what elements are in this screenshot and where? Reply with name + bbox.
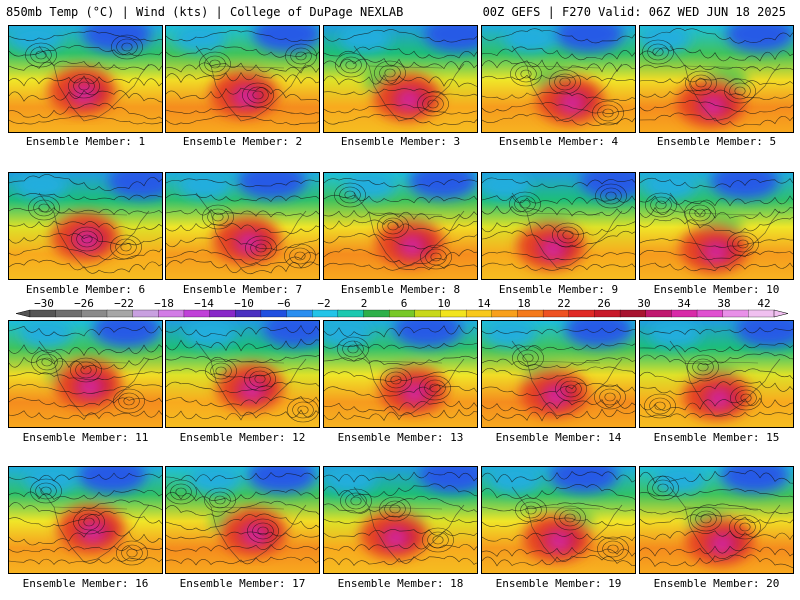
- ensemble-member-label: Ensemble Member: 17: [179, 577, 306, 590]
- map-title: 850mb Temp (°C) | Wind (kts) | College o…: [6, 5, 404, 19]
- colorbar-swatch: [619, 309, 647, 318]
- ensemble-member-label: Ensemble Member: 19: [495, 577, 622, 590]
- colorbar-tick-label: 38: [717, 297, 730, 310]
- ensemble-member-label: Ensemble Member: 10: [653, 283, 780, 296]
- ensemble-member-map: [8, 25, 163, 133]
- colorbar-swatch: [696, 309, 724, 318]
- colorbar-swatch: [568, 309, 596, 318]
- ensemble-member-label: Ensemble Member: 8: [340, 283, 461, 296]
- colorbar-tick-label: 42: [757, 297, 770, 310]
- ensemble-member-map: [323, 320, 478, 428]
- ensemble-member-label: Ensemble Member: 20: [653, 577, 780, 590]
- colorbar-swatch: [517, 309, 544, 318]
- colorbar-swatch: [106, 309, 134, 318]
- ensemble-member-label: Ensemble Member: 13: [337, 431, 464, 444]
- colorbar-swatch: [81, 309, 108, 318]
- ensemble-member-label: Ensemble Member: 7: [182, 283, 303, 296]
- temperature-colorbar: −30 −26 −22 −18 −14 −10 −6 −2 2 6 10 14 18 22 26 30 34 38…: [15, 297, 789, 318]
- colorbar-swatch: [645, 309, 673, 318]
- colorbar-swatch: [363, 309, 390, 318]
- ensemble-member-map: [481, 466, 636, 574]
- colorbar-swatch: [594, 309, 621, 318]
- colorbar-swatch: [465, 309, 493, 318]
- ensemble-member-label: Ensemble Member: 9: [498, 283, 619, 296]
- ensemble-member-label: Ensemble Member: 14: [495, 431, 622, 444]
- colorbar-swatch: [312, 309, 339, 318]
- colorbar-right-arrow: [773, 309, 789, 318]
- colorbar-tick-label: 26: [597, 297, 610, 310]
- ensemble-member-label: Ensemble Member: 12: [179, 431, 306, 444]
- ensemble-member-map: [323, 25, 478, 133]
- colorbar-tick-label: 14: [477, 297, 491, 310]
- ensemble-member-label: Ensemble Member: 1: [25, 135, 146, 148]
- ensemble-member-label: Ensemble Member: 11: [22, 431, 149, 444]
- colorbar-tick-label: 22: [557, 297, 570, 310]
- colorbar-swatch: [337, 309, 365, 318]
- colorbar-swatch: [440, 309, 467, 318]
- colorbar-swatch: [722, 309, 749, 318]
- colorbar-tick-label: −22: [114, 297, 134, 310]
- ensemble-member-map: [323, 466, 478, 574]
- ensemble-member-map: [639, 466, 794, 574]
- colorbar-tick-label: −14: [194, 297, 214, 310]
- ensemble-member-map: [639, 172, 794, 280]
- colorbar-tick-label: −2: [317, 297, 330, 310]
- ensemble-member-map: [8, 172, 163, 280]
- ensemble-member-label: Ensemble Member: 16: [22, 577, 149, 590]
- colorbar-tick-label: −6: [277, 297, 290, 310]
- ensemble-member-map: [481, 320, 636, 428]
- ensemble-member-label: Ensemble Member: 5: [656, 135, 777, 148]
- colorbar-swatch: [29, 309, 57, 318]
- ensemble-member-label: Ensemble Member: 2: [182, 135, 303, 148]
- colorbar-swatch: [286, 309, 313, 318]
- colorbar-tick-label: −10: [234, 297, 254, 310]
- ensemble-member-map: [323, 172, 478, 280]
- colorbar-tick-label: 30: [637, 297, 650, 310]
- colorbar-swatch: [542, 309, 570, 318]
- ensemble-member-map: [639, 25, 794, 133]
- ensemble-member-map: [8, 466, 163, 574]
- ensemble-member-map: [8, 320, 163, 428]
- ensemble-member-map: [165, 466, 320, 574]
- colorbar-tick-label: 34: [677, 297, 691, 310]
- ensemble-member-map: [481, 172, 636, 280]
- colorbar-tick-label: −30: [34, 297, 54, 310]
- colorbar-tick-label: 2: [361, 297, 368, 310]
- colorbar-swatch: [491, 309, 519, 318]
- colorbar-tick-label: −26: [74, 297, 94, 310]
- colorbar-swatch: [183, 309, 211, 318]
- colorbar-swatch: [414, 309, 442, 318]
- ensemble-member-label: Ensemble Member: 6: [25, 283, 146, 296]
- colorbar-tick-label: 6: [401, 297, 408, 310]
- ensemble-member-label: Ensemble Member: 15: [653, 431, 780, 444]
- ensemble-member-map: [481, 25, 636, 133]
- colorbar-swatch: [209, 309, 236, 318]
- ensemble-member-label: Ensemble Member: 18: [337, 577, 464, 590]
- colorbar-tick-label: 10: [437, 297, 450, 310]
- ensemble-member-map: [639, 320, 794, 428]
- colorbar-tick-label: −18: [154, 297, 174, 310]
- colorbar-swatch: [235, 309, 262, 318]
- colorbar-left-arrow: [15, 309, 31, 318]
- colorbar-swatch: [260, 309, 288, 318]
- colorbar-swatch: [132, 309, 159, 318]
- ensemble-member-map: [165, 25, 320, 133]
- colorbar-swatch: [55, 309, 82, 318]
- ensemble-member-map: [165, 320, 320, 428]
- colorbar-swatch: [158, 309, 185, 318]
- ensemble-member-label: Ensemble Member: 3: [340, 135, 461, 148]
- colorbar-swatch: [748, 309, 775, 318]
- colorbar-swatch: [389, 309, 416, 318]
- ensemble-member-map: [165, 172, 320, 280]
- model-run-info: 00Z GEFS | F270 Valid: 06Z WED JUN 18 20…: [482, 5, 786, 19]
- ensemble-member-label: Ensemble Member: 4: [498, 135, 619, 148]
- colorbar-tick-label: 18: [517, 297, 530, 310]
- colorbar-swatch: [671, 309, 698, 318]
